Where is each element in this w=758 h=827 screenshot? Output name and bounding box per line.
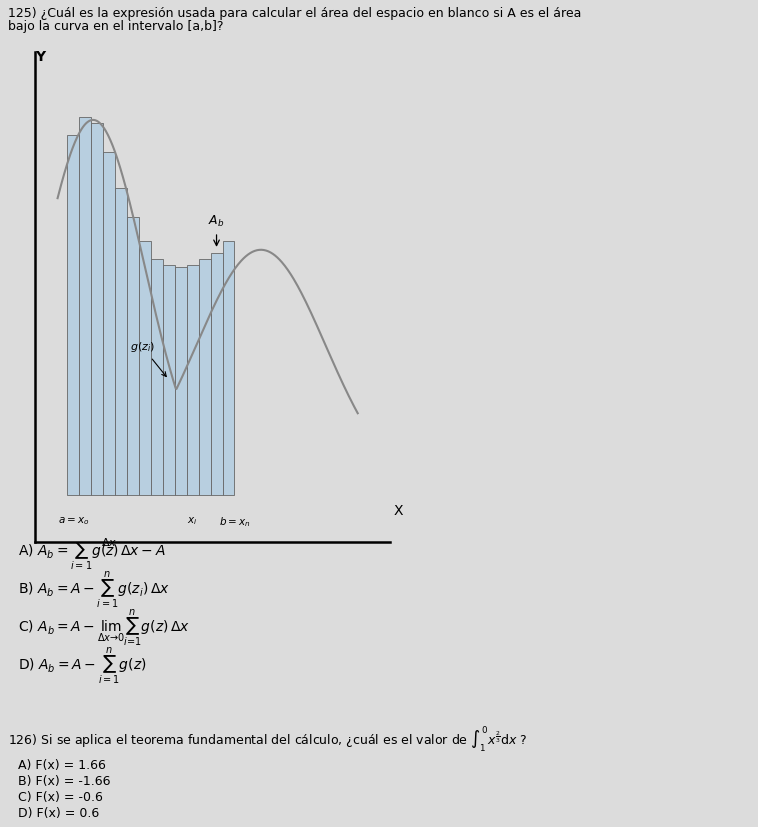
Text: B) F(x) = -1.66: B) F(x) = -1.66 xyxy=(18,775,111,788)
Text: $b = x_n$: $b = x_n$ xyxy=(218,515,250,529)
Text: $\Delta x$: $\Delta x$ xyxy=(101,536,117,548)
Text: Y: Y xyxy=(35,50,45,64)
Text: 126) Si se aplica el teorema fundamental del cálculo, ¿cuál es el valor de $\int: 126) Si se aplica el teorema fundamental… xyxy=(8,724,528,753)
Bar xyxy=(163,265,175,495)
Bar xyxy=(139,241,151,495)
Bar xyxy=(211,253,223,495)
Text: C) $A_b = A - \lim_{\Delta x \to 0}\sum_{i=1}^{n}g(z)\,\Delta x$: C) $A_b = A - \lim_{\Delta x \to 0}\sum_… xyxy=(18,607,190,648)
Bar xyxy=(151,259,163,495)
Text: $x_i$: $x_i$ xyxy=(187,515,198,528)
Bar xyxy=(115,188,127,495)
Bar xyxy=(67,135,80,495)
Bar xyxy=(223,241,234,495)
Bar xyxy=(175,267,186,495)
Text: C) F(x) = -0.6: C) F(x) = -0.6 xyxy=(18,791,103,804)
Bar xyxy=(80,117,91,495)
Text: 125) ¿Cuál es la expresión usada para calcular el área del espacio en blanco si : 125) ¿Cuál es la expresión usada para ca… xyxy=(8,7,581,20)
Text: bajo la curva en el intervalo [a,b]?: bajo la curva en el intervalo [a,b]? xyxy=(8,20,224,33)
Text: D) $A_b = A - \sum_{i=1}^{n}g(z)$: D) $A_b = A - \sum_{i=1}^{n}g(z)$ xyxy=(18,645,146,686)
Bar xyxy=(103,152,115,495)
Text: $g(z_i)$: $g(z_i)$ xyxy=(130,340,166,376)
Text: $a = x_o$: $a = x_o$ xyxy=(58,515,89,528)
Bar xyxy=(127,218,139,495)
Text: X: X xyxy=(393,504,402,518)
Text: A) F(x) = 1.66: A) F(x) = 1.66 xyxy=(18,759,106,772)
Bar xyxy=(91,123,103,495)
Bar xyxy=(186,265,199,495)
Text: $A_b$: $A_b$ xyxy=(208,214,224,229)
Text: D) F(x) = 0.6: D) F(x) = 0.6 xyxy=(18,807,99,820)
Bar xyxy=(199,259,211,495)
Text: B) $A_b = A - \sum_{i=1}^{n}g(z_i)\,\Delta x$: B) $A_b = A - \sum_{i=1}^{n}g(z_i)\,\Del… xyxy=(18,569,170,610)
Text: A) $A_b = \sum_{i=1}^{n}g(z)\,\Delta x - A$: A) $A_b = \sum_{i=1}^{n}g(z)\,\Delta x -… xyxy=(18,531,166,572)
